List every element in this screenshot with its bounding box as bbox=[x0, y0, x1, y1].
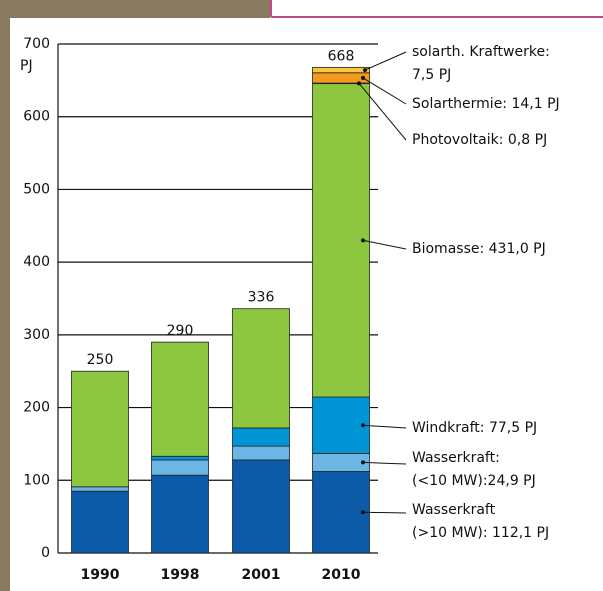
bar-segment bbox=[151, 455, 209, 461]
bar-segment bbox=[232, 427, 290, 447]
bar-segment bbox=[312, 471, 370, 554]
series-label: Wasserkraft: bbox=[412, 450, 500, 466]
y-tick-label: 600 bbox=[23, 109, 50, 125]
y-tick-label: 400 bbox=[23, 254, 50, 270]
y-axis-label: PJ bbox=[20, 58, 33, 74]
series-label: solarth. Kraftwerke: bbox=[412, 44, 550, 60]
total-label: 336 bbox=[248, 290, 275, 306]
x-tick-label: 1998 bbox=[161, 567, 200, 583]
leader-line bbox=[362, 239, 407, 250]
y-tick-label: 500 bbox=[23, 181, 50, 197]
series-label: Biomasse: 431,0 PJ bbox=[412, 241, 546, 257]
leader-line bbox=[362, 77, 407, 105]
bar-segment bbox=[71, 370, 129, 488]
y-tick-label: 100 bbox=[23, 472, 50, 488]
top-panel bbox=[270, 0, 603, 18]
bar-segment bbox=[151, 459, 209, 476]
bar-segment bbox=[232, 445, 290, 461]
x-tick-label: 2010 bbox=[322, 567, 361, 583]
leader-line bbox=[358, 83, 407, 141]
y-tick-label: 200 bbox=[23, 400, 50, 416]
bar-segment bbox=[312, 66, 370, 74]
y-tick-label: 0 bbox=[41, 545, 50, 561]
bar-segment bbox=[71, 490, 129, 554]
series-label: Solarthermie: 14,1 PJ bbox=[412, 96, 560, 112]
bar-segment bbox=[312, 83, 370, 398]
y-tick-label: 300 bbox=[23, 327, 50, 343]
bar-segment bbox=[151, 474, 209, 554]
bar-segment bbox=[312, 452, 370, 472]
leader-line bbox=[362, 461, 407, 465]
bar-segment bbox=[71, 486, 129, 492]
bar-segment bbox=[232, 459, 290, 554]
leader-dot bbox=[361, 510, 365, 515]
x-tick-label: 1990 bbox=[81, 567, 120, 583]
bar-segment bbox=[312, 72, 370, 84]
series-label: Windkraft: 77,5 PJ bbox=[412, 420, 537, 436]
leader-line bbox=[362, 511, 407, 514]
series-label: (<10 MW):24,9 PJ bbox=[412, 473, 536, 489]
total-label: 668 bbox=[328, 48, 355, 64]
y-tick-label: 700 bbox=[23, 36, 50, 52]
bar-segment bbox=[312, 396, 370, 454]
leader-line bbox=[362, 424, 407, 429]
series-label: (>10 MW): 112,1 PJ bbox=[412, 525, 549, 541]
series-label: 7,5 PJ bbox=[412, 67, 451, 83]
total-label: 290 bbox=[167, 323, 194, 339]
leader-line bbox=[364, 51, 407, 71]
x-tick-label: 2001 bbox=[242, 567, 281, 583]
series-label: Wasserkraft bbox=[412, 502, 496, 518]
total-label: 250 bbox=[87, 352, 114, 368]
series-label: Photovoltaik: 0,8 PJ bbox=[412, 132, 547, 148]
bar-segment bbox=[232, 308, 290, 429]
bar-segment bbox=[151, 341, 209, 457]
